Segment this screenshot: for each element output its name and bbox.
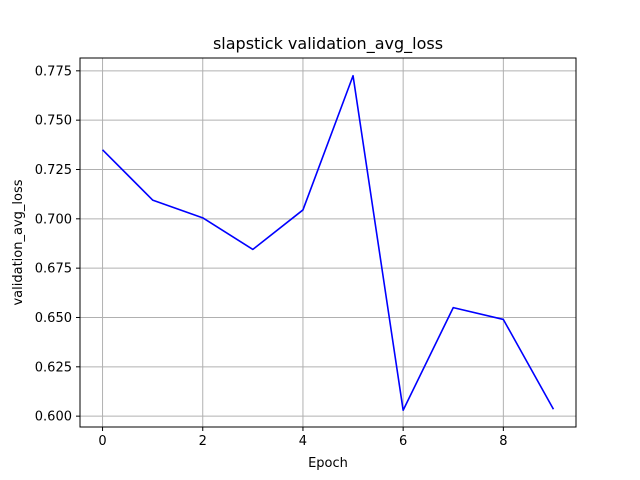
- y-tick-label: 0.750: [35, 114, 72, 129]
- y-axis-ticks: 0.600 0.625 0.650 0.675 0.700 0.725 0.750 0.775: [35, 64, 80, 425]
- x-tick-label: 2: [199, 434, 207, 449]
- x-tick-label: 6: [399, 434, 407, 449]
- y-tick-label: 0.650: [35, 311, 72, 326]
- grid-lines: [80, 58, 576, 427]
- y-tick-label: 0.600: [35, 410, 72, 425]
- y-tick-label: 0.700: [35, 212, 72, 227]
- y-tick-label: 0.725: [35, 163, 72, 178]
- x-axis-label: Epoch: [308, 456, 348, 471]
- y-tick-label: 0.625: [35, 360, 72, 375]
- plot-frame: [79, 57, 577, 428]
- series-layer: [101, 74, 555, 412]
- x-tick-label: 0: [98, 434, 106, 449]
- chart-title: slapstick validation_avg_loss: [213, 34, 443, 54]
- x-axis-ticks: 0 2 4 6 8: [98, 427, 507, 449]
- x-tick-label: 8: [499, 434, 507, 449]
- y-tick-label: 0.775: [35, 64, 72, 79]
- x-tick-label: 4: [299, 434, 307, 449]
- y-axis-label: validation_avg_loss: [11, 179, 26, 305]
- series-line: [101, 74, 555, 412]
- y-tick-label: 0.675: [35, 262, 72, 277]
